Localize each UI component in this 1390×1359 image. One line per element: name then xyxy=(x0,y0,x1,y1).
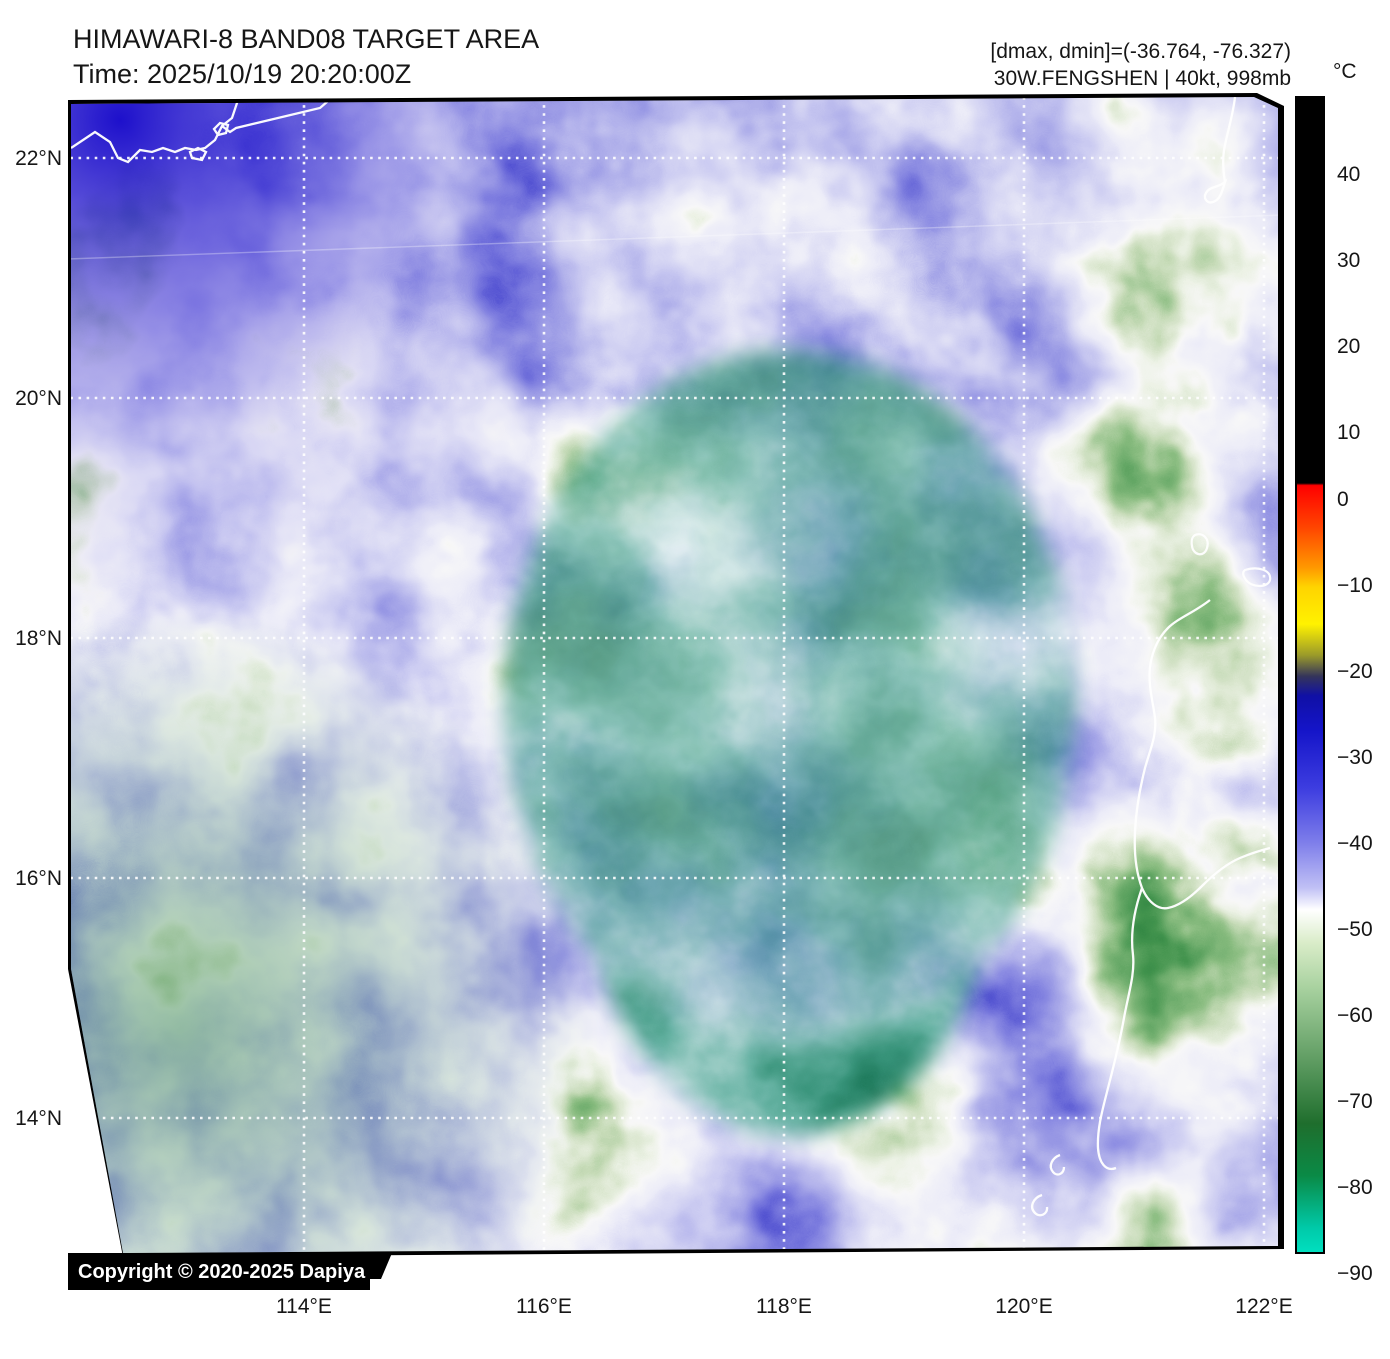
svg-text:Copyright © 2020-2025 Dapiya: Copyright © 2020-2025 Dapiya xyxy=(78,1261,366,1283)
